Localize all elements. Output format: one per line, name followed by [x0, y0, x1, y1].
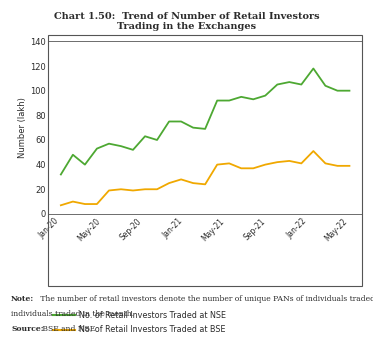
Text: The number of retail investors denote the number of unique PANs of individuals t: The number of retail investors denote th…: [38, 295, 373, 303]
Y-axis label: Number (lakh): Number (lakh): [18, 97, 27, 158]
Legend: No. of Retail Investors Traded at NSE, No. of Retail Investors Traded at BSE: No. of Retail Investors Traded at NSE, N…: [49, 308, 229, 338]
Text: Note:: Note:: [11, 295, 34, 303]
Text: Chart 1.50:  Trend of Number of Retail Investors
Trading in the Exchanges: Chart 1.50: Trend of Number of Retail In…: [54, 12, 319, 31]
Text: BSE and NSE: BSE and NSE: [40, 325, 95, 333]
Text: Source:: Source:: [11, 325, 44, 333]
Text: individuals traded in the month.: individuals traded in the month.: [11, 310, 134, 318]
